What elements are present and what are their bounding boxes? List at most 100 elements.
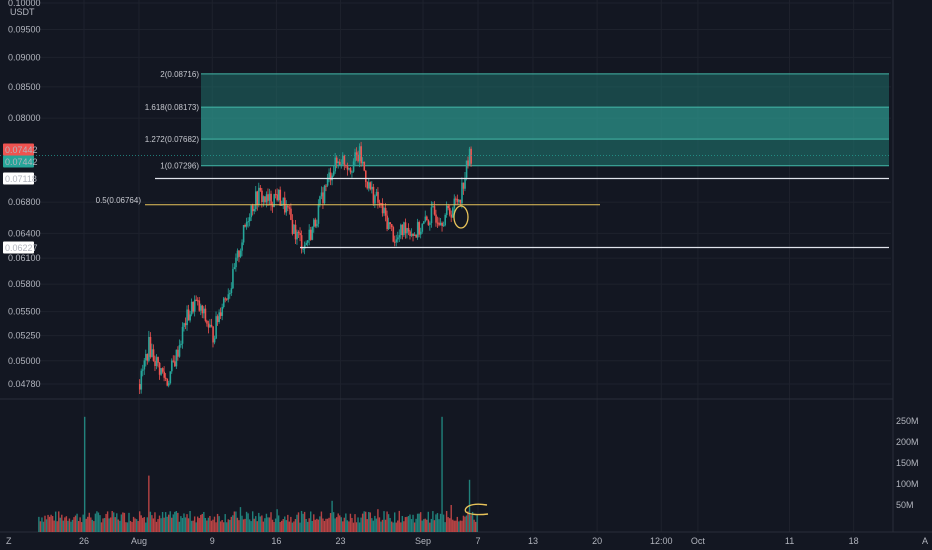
volume-bar (76, 513, 78, 532)
candle-body (389, 222, 392, 225)
candle-body (342, 155, 344, 165)
candle-body (233, 267, 236, 269)
volume-bar (164, 512, 167, 532)
candle-body (380, 203, 382, 205)
volume-bar (201, 513, 203, 532)
volume-bar (238, 520, 240, 532)
volume-bar (180, 516, 182, 532)
volume-bar (337, 513, 339, 532)
volume-bar (426, 519, 428, 532)
candle-body (302, 248, 304, 250)
volume-bar (206, 520, 208, 532)
candle-body (459, 199, 462, 204)
candle-body (198, 300, 201, 311)
candle-body (406, 228, 408, 234)
volume-bar (462, 515, 465, 532)
volume-bar (131, 522, 133, 532)
candle-body (146, 353, 149, 361)
candle-body (366, 181, 369, 189)
candle-body (215, 316, 217, 339)
volume-bar (184, 517, 187, 532)
volume-bar (174, 511, 176, 532)
candle-body (308, 229, 311, 241)
candle-body (271, 204, 274, 208)
volume-bar (458, 521, 460, 532)
candle-body (349, 168, 352, 173)
volume-bar (210, 520, 213, 532)
volume-bar (152, 518, 155, 532)
candle-body (465, 160, 468, 178)
price-badge-label: 0.07118 (5, 174, 37, 184)
volume-bar (401, 515, 404, 532)
candle-body (270, 193, 272, 205)
volume-bar (319, 516, 321, 532)
candle-body (421, 223, 424, 232)
price-badge-label: 0.07442 (5, 145, 38, 155)
fibonacci-extension[interactable]: 2(0.08716) 1.618(0.08173) 1.272(0.07682) 1(… (145, 70, 889, 171)
price-badge[interactable] (3, 143, 34, 156)
volume-bar (349, 513, 352, 532)
candle-body (151, 349, 153, 357)
volume-bar (413, 522, 416, 532)
candle-body (381, 203, 384, 214)
volume-bar (171, 517, 173, 532)
fib-half-label: 0.5(0.06764) (96, 196, 142, 205)
volume-bar (342, 521, 344, 532)
volume-bar (218, 516, 220, 532)
volume-bar (383, 511, 385, 532)
volume-bar (357, 517, 359, 532)
candle-body (429, 223, 431, 225)
volume-bar (277, 515, 280, 532)
volume-bar (419, 512, 422, 532)
volume-bar (54, 511, 57, 532)
price-badge[interactable] (3, 172, 34, 185)
candle-body (300, 235, 303, 249)
volume-bar (300, 510, 303, 532)
time-axis[interactable]: 26 Aug 9 16 23 Sep 7 13 20 12:00 Oct 11 18 Z A (6, 536, 928, 546)
candle-body (290, 208, 292, 220)
volume-bar (256, 521, 258, 532)
volume-bar (412, 514, 414, 532)
volume-bar (140, 515, 142, 532)
candle-body (277, 189, 280, 201)
volume-bar (291, 522, 294, 532)
volume-bar (120, 514, 123, 532)
volume-bar (407, 516, 410, 532)
price-badge[interactable] (3, 241, 34, 254)
volume-bar (358, 522, 361, 532)
candle-body (241, 242, 243, 251)
volume-bar (122, 512, 124, 532)
candle-body (267, 194, 269, 201)
candle-body (468, 148, 471, 166)
candle-body (250, 205, 253, 218)
volume-bar (326, 518, 329, 532)
candle-body (357, 154, 359, 162)
horizontal-lines[interactable]: 0.5(0.06764) (0, 154, 891, 249)
volume-bar (79, 517, 81, 532)
candle-body (320, 192, 323, 197)
candle-body (174, 361, 176, 367)
candle-body (303, 244, 306, 249)
candle-body (152, 349, 155, 361)
volume-bar (239, 507, 242, 532)
volume-bar (450, 505, 452, 532)
candle-body (461, 182, 463, 204)
candle-body (400, 224, 402, 236)
candle-body (235, 257, 237, 268)
volume-bar (436, 513, 439, 532)
volume-bar (313, 514, 315, 532)
candle-body (377, 191, 379, 203)
price-badge[interactable] (3, 155, 34, 168)
volume-bar (368, 511, 370, 532)
volume-bar (65, 516, 68, 532)
candle-body (314, 219, 317, 227)
volume-bar (178, 521, 181, 532)
volume-bar (360, 517, 362, 532)
volume-bar (314, 519, 316, 532)
volume-bar (444, 522, 446, 532)
volume-bar (203, 511, 205, 532)
candle-body (140, 370, 143, 390)
volume-bar (282, 519, 284, 532)
